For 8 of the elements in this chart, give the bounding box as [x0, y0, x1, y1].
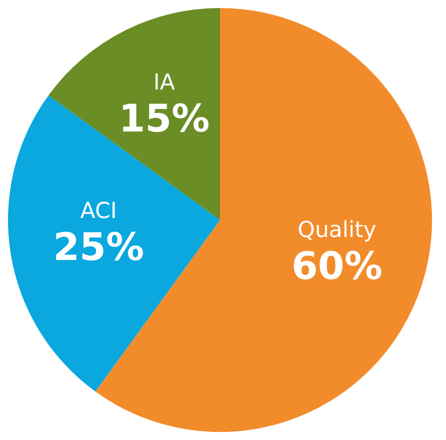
data-label: 60%: [291, 244, 382, 288]
slice-label: IA: [153, 70, 175, 96]
slice-label: ACI: [80, 199, 117, 224]
data-label: 25%: [53, 225, 144, 270]
slice-label: Quality: [298, 218, 376, 243]
pie-slice: [48, 8, 220, 220]
data-label: 15%: [118, 96, 210, 140]
pie-slice: [8, 95, 220, 392]
